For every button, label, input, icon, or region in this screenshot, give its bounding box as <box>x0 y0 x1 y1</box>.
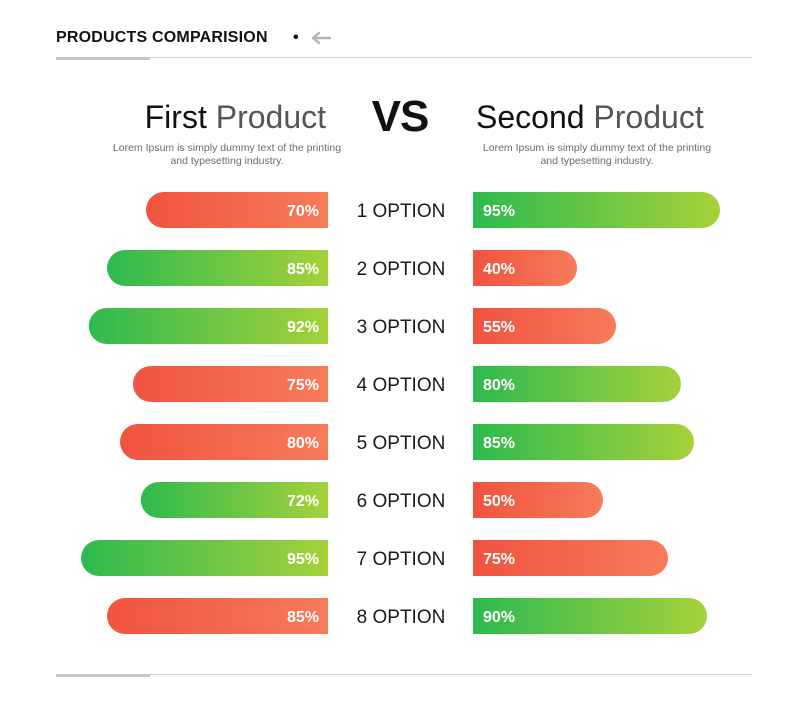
top-divider <box>56 57 752 58</box>
first-product-bar-label-8: 85% <box>287 609 319 626</box>
option-label-7: 7 OPTION <box>357 549 446 570</box>
second-product-bar-7 <box>473 540 668 576</box>
second-product-bar-label-2: 40% <box>483 261 515 278</box>
option-row-1: 70% 1 OPTION 95% <box>146 192 720 228</box>
second-product-bar-label-4: 80% <box>483 377 515 394</box>
first-product-bar-label-3: 92% <box>287 319 319 336</box>
option-label-6: 6 OPTION <box>357 491 446 512</box>
option-label-1: 1 OPTION <box>357 201 446 222</box>
vs-label: VS <box>371 92 430 141</box>
first-product-bar-label-4: 75% <box>287 377 319 394</box>
first-product-bar-5 <box>120 424 328 460</box>
second-product-bar-label-5: 85% <box>483 435 515 452</box>
first-product-bar-2 <box>107 250 328 286</box>
second-product-bar-1 <box>473 192 720 228</box>
second-product-bar-label-8: 90% <box>483 609 515 626</box>
option-label-8: 8 OPTION <box>357 607 446 628</box>
second-product-bar-label-1: 95% <box>483 203 515 220</box>
first-product-bar-label-1: 70% <box>287 203 319 220</box>
option-label-4: 4 OPTION <box>357 375 446 396</box>
option-label-3: 3 OPTION <box>357 317 446 338</box>
bottom-divider <box>56 674 752 675</box>
second-product-bar-2 <box>473 250 577 286</box>
second-product-bar-label-3: 55% <box>483 319 515 336</box>
first-product-bar-label-7: 95% <box>287 551 319 568</box>
second-product-bar-label-6: 50% <box>483 493 515 510</box>
option-row-5: 80% 5 OPTION 85% <box>120 424 694 460</box>
first-product-bar-label-6: 72% <box>287 493 319 510</box>
second-product-title-word2: Product <box>593 99 704 135</box>
first-product-bar-1 <box>146 192 328 228</box>
first-product-title-word2: Product <box>215 99 326 135</box>
first-product-bar-6 <box>140 482 328 518</box>
first-product-bar-3 <box>88 308 328 344</box>
option-row-3: 92% 3 OPTION 55% <box>88 308 616 344</box>
option-row-6: 72% 6 OPTION 50% <box>140 482 603 518</box>
option-row-4: 75% 4 OPTION 80% <box>133 366 681 402</box>
second-product-bar-label-7: 75% <box>483 551 515 568</box>
second-product-bar-4 <box>473 366 681 402</box>
first-product-bar-8 <box>107 598 328 634</box>
title-dot: • <box>293 29 299 46</box>
option-label-5: 5 OPTION <box>357 433 446 454</box>
first-product-title: First Product <box>145 97 326 137</box>
option-label-2: 2 OPTION <box>357 259 446 280</box>
second-product-description: Lorem Ipsum is simply dummy text of the … <box>482 142 712 167</box>
first-product-bar-label-2: 85% <box>287 261 319 278</box>
page-title: PRODUCTS COMPARISION <box>56 29 268 46</box>
second-product-bar-3 <box>473 308 616 344</box>
arrow-left-icon[interactable] <box>310 31 332 50</box>
second-product-bar-8 <box>473 598 707 634</box>
second-product-bar-5 <box>473 424 694 460</box>
first-product-bar-7 <box>81 540 328 576</box>
bottom-divider-accent <box>56 674 150 677</box>
first-product-title-word1: First <box>144 99 207 135</box>
first-product-bar-4 <box>133 366 328 402</box>
option-row-8: 85% 8 OPTION 90% <box>107 598 707 634</box>
second-product-title: Second Product <box>476 97 704 137</box>
second-product-bar-6 <box>473 482 603 518</box>
option-row-7: 95% 7 OPTION 75% <box>81 540 668 576</box>
second-product-title-word1: Second <box>476 99 585 135</box>
top-divider-accent <box>56 57 150 60</box>
first-product-bar-label-5: 80% <box>287 435 319 452</box>
option-row-2: 85% 2 OPTION 40% <box>107 250 577 286</box>
first-product-description: Lorem Ipsum is simply dummy text of the … <box>112 142 342 167</box>
